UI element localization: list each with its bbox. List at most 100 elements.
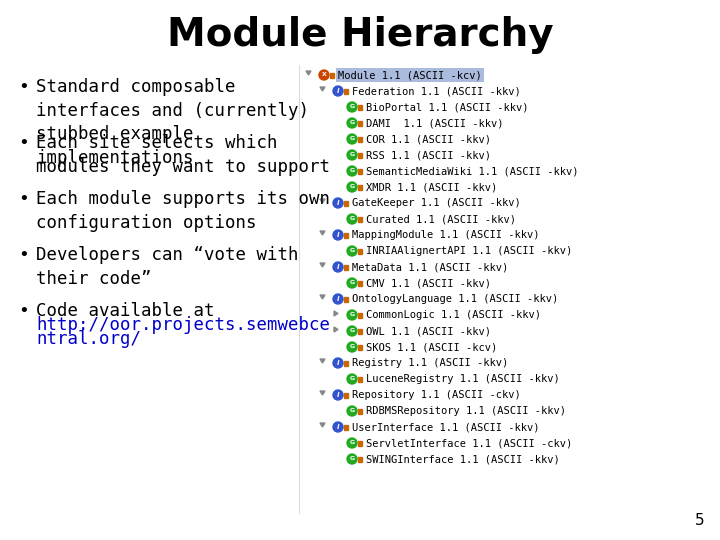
Text: i: i — [337, 360, 339, 366]
Text: •: • — [18, 190, 29, 208]
Text: Module 1.1 (ASCII -kcv): Module 1.1 (ASCII -kcv) — [338, 70, 482, 80]
Circle shape — [347, 278, 357, 288]
Bar — [344, 424, 348, 429]
Circle shape — [333, 262, 343, 272]
Circle shape — [347, 118, 357, 128]
Text: Registry 1.1 (ASCII -kkv): Registry 1.1 (ASCII -kkv) — [352, 358, 508, 368]
Text: MappingModule 1.1 (ASCII -kkv): MappingModule 1.1 (ASCII -kkv) — [352, 230, 539, 240]
Text: COR 1.1 (ASCII -kkv): COR 1.1 (ASCII -kkv) — [366, 134, 491, 144]
Bar — [344, 89, 348, 93]
Bar — [358, 248, 362, 253]
Bar — [358, 217, 362, 221]
Bar — [344, 361, 348, 366]
Text: INRIAAlignertAPI 1.1 (ASCII -kkv): INRIAAlignertAPI 1.1 (ASCII -kkv) — [366, 246, 572, 256]
Text: i: i — [337, 232, 339, 238]
Circle shape — [347, 406, 357, 416]
Text: G: G — [349, 185, 354, 190]
Text: Standard composable
interfaces and (currently)
stubbed example
implementations: Standard composable interfaces and (curr… — [36, 78, 309, 167]
Polygon shape — [320, 263, 325, 267]
Text: G: G — [349, 168, 354, 173]
Text: G: G — [349, 217, 354, 221]
Circle shape — [347, 310, 357, 320]
Bar — [344, 233, 348, 238]
Circle shape — [347, 182, 357, 192]
Text: Federation 1.1 (ASCII -kkv): Federation 1.1 (ASCII -kkv) — [352, 86, 521, 96]
Text: G: G — [349, 313, 354, 318]
Text: Repository 1.1 (ASCII -ckv): Repository 1.1 (ASCII -ckv) — [352, 390, 521, 400]
Text: •: • — [18, 78, 29, 96]
Text: i: i — [337, 296, 339, 302]
Circle shape — [347, 454, 357, 464]
Bar — [358, 408, 362, 414]
Text: G: G — [349, 120, 354, 125]
Circle shape — [347, 326, 357, 336]
Circle shape — [333, 422, 343, 432]
Bar — [358, 313, 362, 318]
Text: i: i — [337, 88, 339, 94]
Circle shape — [347, 214, 357, 224]
Circle shape — [347, 374, 357, 384]
Polygon shape — [320, 359, 325, 363]
Text: BioPortal 1.1 (ASCII -kkv): BioPortal 1.1 (ASCII -kkv) — [366, 102, 528, 112]
Bar — [358, 376, 362, 381]
Text: Module Hierarchy: Module Hierarchy — [167, 16, 553, 54]
Text: XMDR 1.1 (ASCII -kkv): XMDR 1.1 (ASCII -kkv) — [366, 182, 498, 192]
Polygon shape — [320, 295, 325, 299]
Text: Each site selects which
modules they want to support: Each site selects which modules they wan… — [36, 134, 330, 176]
Text: MetaData 1.1 (ASCII -kkv): MetaData 1.1 (ASCII -kkv) — [352, 262, 508, 272]
Circle shape — [347, 342, 357, 352]
Circle shape — [333, 86, 343, 96]
Bar — [358, 168, 362, 173]
Bar — [358, 456, 362, 462]
Polygon shape — [320, 199, 325, 203]
Polygon shape — [334, 327, 338, 332]
Text: ServletInterface 1.1 (ASCII -ckv): ServletInterface 1.1 (ASCII -ckv) — [366, 438, 572, 448]
Circle shape — [347, 246, 357, 256]
Circle shape — [333, 358, 343, 368]
Text: X: X — [322, 72, 326, 78]
Text: i: i — [337, 264, 339, 270]
Text: i: i — [337, 200, 339, 206]
Circle shape — [333, 230, 343, 240]
Text: CMV 1.1 (ASCII -kkv): CMV 1.1 (ASCII -kkv) — [366, 278, 491, 288]
Bar — [358, 280, 362, 286]
Circle shape — [333, 390, 343, 400]
Text: G: G — [349, 456, 354, 462]
Text: G: G — [349, 376, 354, 381]
Bar — [358, 441, 362, 446]
Text: G: G — [349, 345, 354, 349]
Text: RSS 1.1 (ASCII -kkv): RSS 1.1 (ASCII -kkv) — [366, 150, 491, 160]
Bar — [330, 72, 334, 78]
Polygon shape — [320, 87, 325, 91]
Text: LuceneRegistry 1.1 (ASCII -kkv): LuceneRegistry 1.1 (ASCII -kkv) — [366, 374, 559, 384]
Bar — [344, 265, 348, 269]
Text: Developers can “vote with
their code”: Developers can “vote with their code” — [36, 246, 299, 288]
Text: i: i — [337, 424, 339, 430]
Bar — [344, 393, 348, 397]
Circle shape — [347, 102, 357, 112]
Polygon shape — [306, 71, 311, 75]
Polygon shape — [334, 311, 338, 316]
Bar — [358, 328, 362, 334]
Bar — [358, 185, 362, 190]
Text: UserInterface 1.1 (ASCII -kkv): UserInterface 1.1 (ASCII -kkv) — [352, 422, 539, 432]
Bar — [358, 120, 362, 125]
Text: Code available at: Code available at — [36, 302, 215, 320]
Text: G: G — [349, 408, 354, 414]
Text: G: G — [349, 328, 354, 334]
Text: G: G — [349, 105, 354, 110]
Bar — [344, 296, 348, 301]
Bar — [358, 152, 362, 158]
Text: G: G — [349, 248, 354, 253]
Circle shape — [347, 134, 357, 144]
Bar — [358, 105, 362, 110]
Circle shape — [347, 150, 357, 160]
Text: SKOS 1.1 (ASCII -kcv): SKOS 1.1 (ASCII -kcv) — [366, 342, 498, 352]
Circle shape — [347, 438, 357, 448]
Text: Curated 1.1 (ASCII -kkv): Curated 1.1 (ASCII -kkv) — [366, 214, 516, 224]
Text: i: i — [337, 392, 339, 398]
Circle shape — [319, 70, 329, 80]
Text: DAMI  1.1 (ASCII -kkv): DAMI 1.1 (ASCII -kkv) — [366, 118, 503, 128]
Text: http://oor.projects.semwebce: http://oor.projects.semwebce — [36, 316, 330, 334]
Text: SemanticMediaWiki 1.1 (ASCII -kkv): SemanticMediaWiki 1.1 (ASCII -kkv) — [366, 166, 578, 176]
